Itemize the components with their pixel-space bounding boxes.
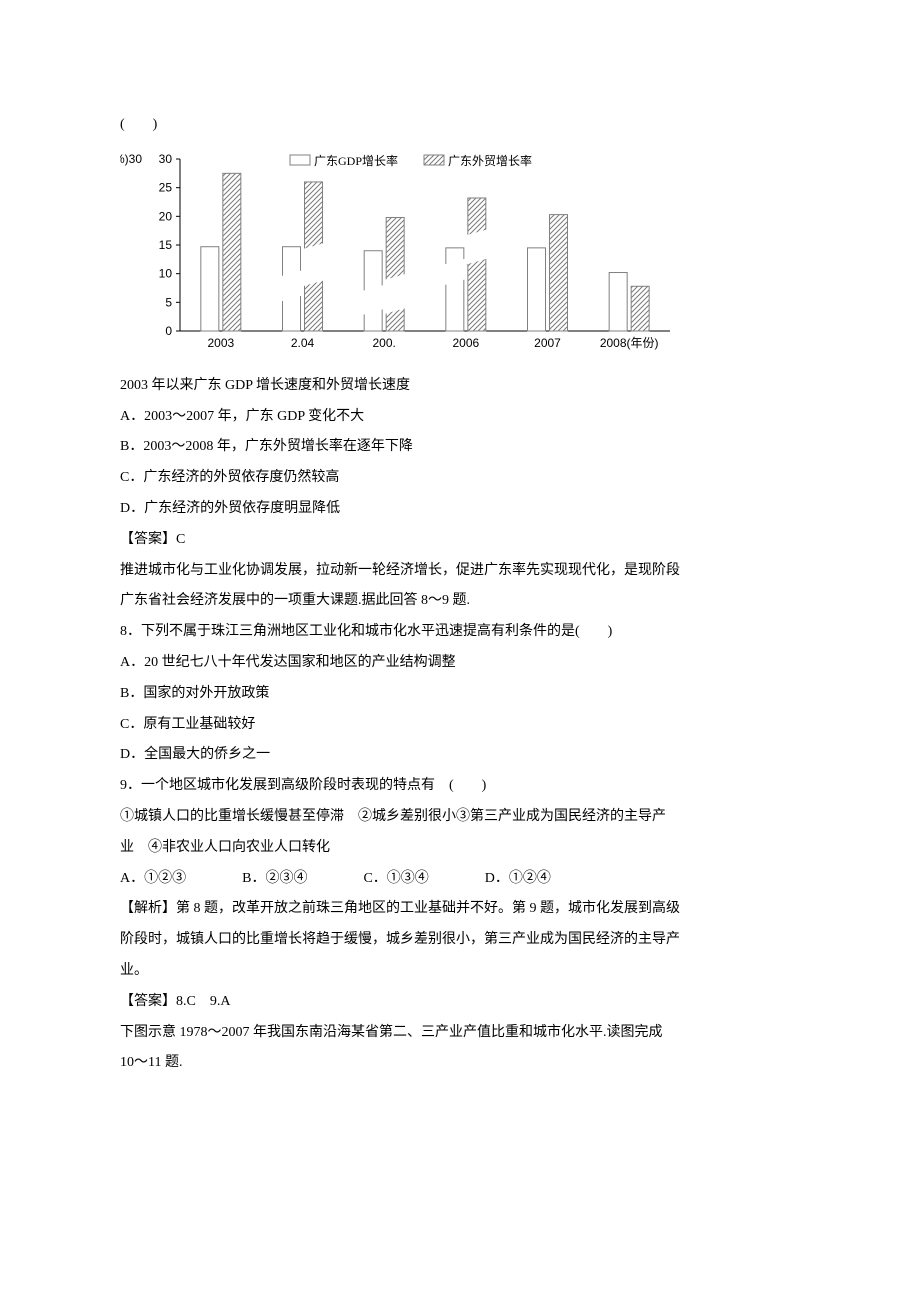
svg-text:2003: 2003 (207, 336, 234, 350)
svg-text:5: 5 (165, 295, 172, 309)
svg-text:广东GDP增长率: 广东GDP增长率 (314, 153, 398, 168)
intro-89-line2: 广东省社会经济发展中的一项重大课题.据此回答 8～9 题. (120, 586, 800, 617)
answer-7: 【答案】C (120, 525, 800, 556)
q9-statements-line2: 业 ④非农业人口向农业人口转化 (120, 833, 800, 864)
q9-choices: A．①②③ B．②③④ C．①③④ D．①②④ (120, 864, 800, 895)
svg-text:200.: 200. (372, 336, 395, 350)
svg-text:2006: 2006 (452, 336, 479, 350)
q8-stem: 8．下列不属于珠江三角洲地区工业化和城市化水平迅速提高有利条件的是( ) (120, 617, 800, 648)
q9-stem: 9．一个地区城市化发展到高级阶段时表现的特点有 ( ) (120, 771, 800, 802)
q7-option-b: B．2003～2008 年，广东外贸增长率在逐年下降 (120, 432, 800, 463)
svg-text:30: 30 (159, 152, 173, 166)
q8-option-c: C．原有工业基础较好 (120, 710, 800, 741)
q7-option-a: A．2003～2007 年，广东 GDP 变化不大 (120, 402, 800, 433)
svg-text:(%)30: (%)30 (120, 152, 142, 166)
bar-chart-svg: 0 5 10 15 20 25 30 (%)30 广东GDP增长率 广东外贸增长率 2003 2.04… (120, 149, 690, 359)
svg-text:2007: 2007 (534, 336, 561, 350)
svg-text:25: 25 (159, 180, 173, 194)
q8-option-d: D．全国最大的侨乡之一 (120, 740, 800, 771)
q1011-intro-line1: 下图示意 1978～2007 年我国东南沿海某省第二、三产业产值比重和城市化水平… (120, 1018, 800, 1049)
q9-statements-line1: ①城镇人口的比重增长缓慢甚至停滞 ②城乡差别很小③第三产业成为国民经济的主导产 (120, 802, 800, 833)
svg-text:20: 20 (159, 209, 173, 223)
svg-text:2.04: 2.04 (291, 336, 315, 350)
intro-89-line1: 推进城市化与工业化协调发展，拉动新一轮经济增长，促进广东率先实现现代化，是现阶段 (120, 556, 800, 587)
svg-text:10: 10 (159, 266, 173, 280)
chart-gdp-trade: 0 5 10 15 20 25 30 (%)30 广东GDP增长率 广东外贸增长率 2003 2.04… (120, 149, 800, 359)
q8-option-a: A．20 世纪七八十年代发达国家和地区的产业结构调整 (120, 648, 800, 679)
q7-option-d: D．广东经济的外贸依存度明显降低 (120, 494, 800, 525)
explanation-line2: 阶段时，城镇人口的比重增长将趋于缓慢，城乡差别很小，第三产业成为国民经济的主导产 (120, 925, 800, 956)
svg-text:广东外贸增长率: 广东外贸增长率 (448, 153, 532, 168)
q8-option-b: B．国家的对外开放政策 (120, 679, 800, 710)
explanation-line1: 【解析】第 8 题，改革开放之前珠三角地区的工业基础并不好。第 9 题，城市化发… (120, 894, 800, 925)
question-blank: ( ) (120, 110, 800, 141)
q1011-intro-line2: 10～11 题. (120, 1048, 800, 1079)
chart-caption: 2003 年以来广东 GDP 增长速度和外贸增长速度 (120, 371, 800, 402)
svg-text:2008(年份): 2008(年份) (600, 336, 659, 350)
explanation-line3: 业。 (120, 956, 800, 987)
svg-text:15: 15 (159, 238, 173, 252)
svg-text:0: 0 (165, 324, 172, 338)
q7-option-c: C．广东经济的外贸依存度仍然较高 (120, 463, 800, 494)
answer-89: 【答案】8.C 9.A (120, 987, 800, 1018)
